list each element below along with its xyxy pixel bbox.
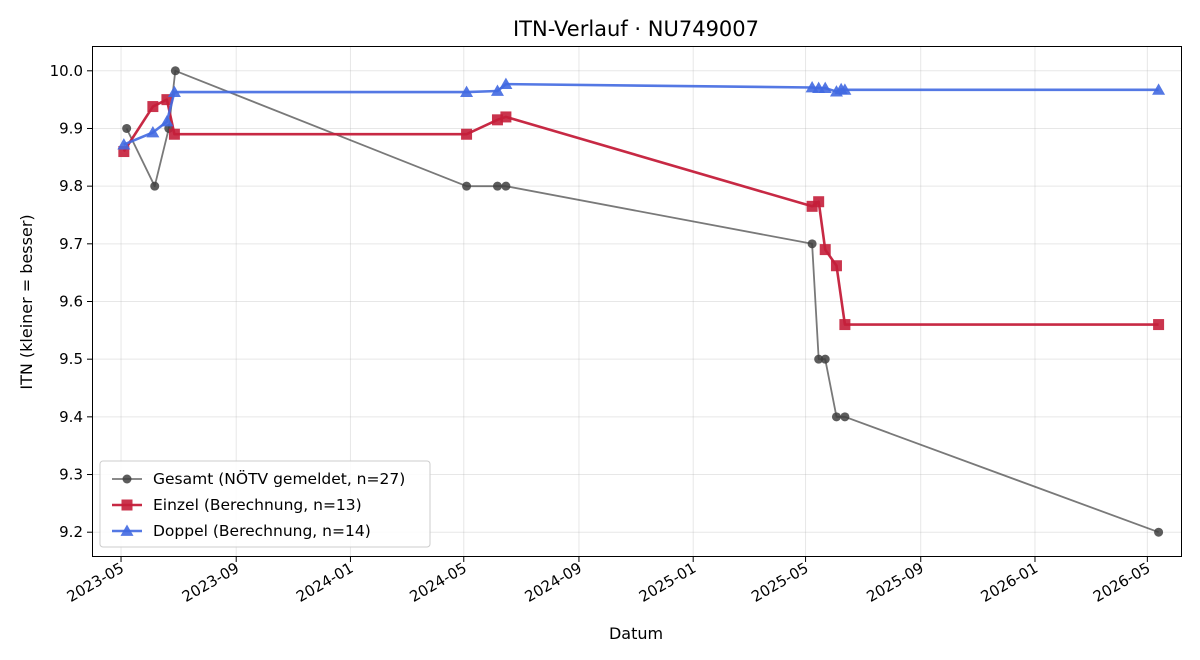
series-square: [118, 94, 1165, 331]
doppel-point: [499, 77, 513, 89]
doppel-point: [838, 83, 852, 95]
legend-label: Doppel (Berechnung, n=14): [153, 522, 371, 540]
y-tick-label: 9.2: [59, 523, 83, 541]
y-tick-label: 9.7: [59, 235, 83, 253]
gesamt-point: [150, 181, 160, 191]
einzel-point: [806, 200, 818, 212]
einzel-point: [168, 128, 180, 140]
y-tick-label: 9.8: [59, 177, 83, 195]
y-axis: 9.2 9.3 9.4 9.5 9.6 9.7 9.8 9.9 10.0: [50, 62, 92, 541]
grid-lines: [92, 46, 1182, 557]
y-tick-label: 9.3: [59, 466, 83, 484]
legend-marker: [122, 474, 132, 484]
gesamt-point: [807, 239, 817, 249]
einzel-point: [839, 319, 851, 331]
legend-box: [99, 460, 431, 548]
series-triangle: [117, 77, 1166, 150]
y-tick-label: 9.9: [59, 119, 83, 137]
gesamt-point: [170, 66, 180, 76]
einzel-point: [461, 128, 473, 140]
doppel-point: [818, 81, 832, 93]
einzel-point: [161, 94, 173, 106]
y-tick-label: 9.4: [59, 408, 83, 426]
series-layer: [117, 66, 1166, 537]
legend-entry: Doppel (Berechnung, n=14): [112, 522, 371, 540]
gesamt-point: [501, 181, 511, 191]
legend-marker: [121, 499, 133, 511]
y-tick-label: 10.0: [50, 62, 83, 80]
einzel-point: [500, 111, 512, 123]
einzel-point: [491, 114, 503, 126]
legend-entry: Gesamt (NÖTV gemeldet, n=27): [112, 469, 405, 488]
einzel-point: [1153, 319, 1165, 331]
plot-frame: [92, 46, 1182, 557]
einzel-point: [830, 260, 842, 272]
gesamt-point: [840, 412, 850, 422]
gesamt-point: [462, 181, 472, 191]
chart-title: ITN-Verlauf · NU749007: [513, 17, 759, 41]
legend-entry: Einzel (Berechnung, n=13): [112, 496, 362, 514]
series-circle: [122, 66, 1164, 537]
gesamt-point: [820, 354, 830, 364]
einzel-point: [819, 244, 831, 256]
legend-marker: [120, 524, 134, 536]
einzel-point: [813, 196, 825, 208]
y-axis-label: ITN (kleiner = besser): [17, 214, 36, 389]
gesamt-point: [122, 123, 132, 133]
doppel-point: [117, 138, 131, 150]
legend-label: Einzel (Berechnung, n=13): [153, 496, 362, 514]
doppel-point: [1152, 83, 1166, 95]
gesamt-point: [492, 181, 502, 191]
einzel-point: [118, 146, 130, 158]
doppel-point: [160, 115, 174, 127]
gesamt-point: [1154, 527, 1164, 537]
einzel-point: [147, 101, 159, 113]
gesamt-point: [814, 354, 824, 364]
y-tick-label: 9.6: [59, 293, 83, 311]
doppel-point: [167, 85, 181, 98]
doppel-point: [490, 84, 504, 96]
doppel-point: [460, 85, 474, 98]
x-axis-label: Datum: [609, 624, 663, 643]
gesamt-point: [831, 412, 841, 422]
legend-label: Gesamt (NÖTV gemeldet, n=27): [153, 469, 405, 488]
y-tick-label: 9.5: [59, 350, 83, 368]
legend: Gesamt (NÖTV gemeldet, n=27) Einzel (Bere…: [99, 460, 431, 548]
doppel-point: [146, 126, 160, 138]
